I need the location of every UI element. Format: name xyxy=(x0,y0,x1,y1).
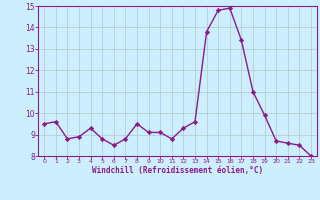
X-axis label: Windchill (Refroidissement éolien,°C): Windchill (Refroidissement éolien,°C) xyxy=(92,166,263,175)
